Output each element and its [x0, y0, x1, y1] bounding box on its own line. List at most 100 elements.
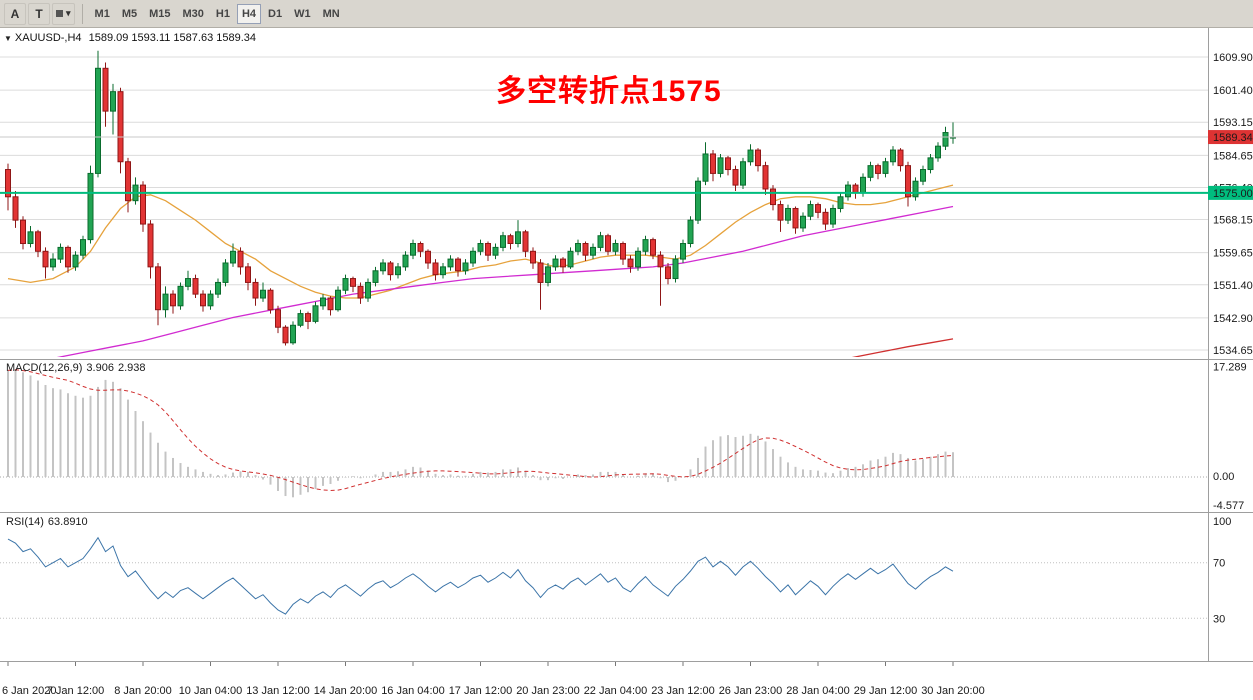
timeframe-button-mn[interactable]: MN [318, 4, 345, 24]
candle [687, 219, 694, 245]
svg-text:1542.90: 1542.90 [1213, 313, 1253, 325]
candle [927, 157, 934, 171]
candle [635, 250, 641, 268]
candle [192, 278, 199, 295]
chart-annotation-text[interactable]: 多空转折点1575 [496, 75, 722, 108]
candle [147, 223, 154, 268]
toolbar: A T ▾ M1 M5 M15 M30 H1 H4 D1 W1 MN [0, 0, 1253, 28]
candle [275, 309, 281, 328]
candle [545, 266, 551, 283]
svg-text:8 Jan 20:00: 8 Jan 20:00 [114, 685, 172, 697]
svg-text:1559.65: 1559.65 [1213, 248, 1253, 260]
svg-text:7 Jan 12:00: 7 Jan 12:00 [47, 685, 105, 697]
candle [845, 184, 851, 198]
candle [882, 161, 889, 174]
candle [627, 258, 634, 268]
candle [57, 246, 64, 260]
candle [50, 258, 56, 268]
macd-signal-value: 2.938 [117, 362, 146, 374]
candle [237, 250, 244, 268]
candle [702, 153, 709, 182]
candle [155, 266, 161, 311]
candle [777, 204, 784, 221]
candle [200, 293, 206, 307]
svg-text:23 Jan 12:00: 23 Jan 12:00 [651, 685, 715, 697]
timeframe-button-h1[interactable]: H1 [211, 4, 235, 24]
chevron-down-icon: ▾ [66, 8, 71, 18]
candle [140, 184, 146, 225]
rsi-value: 63.8910 [47, 516, 88, 528]
candle [522, 231, 529, 252]
candle [537, 262, 544, 283]
timeframe-button-m1[interactable]: M1 [90, 4, 115, 24]
candle [5, 169, 11, 198]
svg-text:20 Jan 23:00: 20 Jan 23:00 [516, 685, 580, 697]
candle [207, 293, 214, 307]
candle [110, 91, 116, 112]
drawing-tool-icon [56, 10, 63, 17]
chart-symbol-dropdown-icon[interactable]: ▼ [4, 34, 12, 43]
svg-text:1601.40: 1601.40 [1213, 85, 1253, 97]
candle [20, 219, 26, 245]
svg-text:13 Jan 12:00: 13 Jan 12:00 [246, 685, 310, 697]
candle [552, 258, 559, 268]
svg-text:1568.15: 1568.15 [1213, 215, 1253, 227]
candle [582, 243, 589, 256]
candle [162, 293, 169, 311]
timeframe-button-m5[interactable]: M5 [117, 4, 142, 24]
svg-text:0.00: 0.00 [1213, 471, 1234, 483]
candle [312, 305, 319, 322]
candle [852, 184, 859, 194]
candle [905, 165, 911, 198]
macd-name: MACD(12,26,9) [6, 362, 83, 374]
candle [387, 262, 394, 276]
timeframe-button-w1[interactable]: W1 [289, 4, 316, 24]
price-gridlines [0, 56, 1208, 351]
candle [12, 196, 19, 221]
candle [440, 266, 446, 276]
candle [695, 180, 701, 221]
candle [185, 278, 191, 287]
candle [807, 204, 814, 217]
drawing-tools-dropdown-button[interactable]: ▾ [52, 2, 75, 25]
candle [867, 165, 874, 178]
text-tool-button[interactable]: T [28, 2, 50, 25]
timeframe-button-m30[interactable]: M30 [178, 4, 209, 24]
svg-text:100: 100 [1213, 516, 1231, 528]
font-tool-button[interactable]: A [4, 2, 26, 25]
toolbar-separator [81, 3, 83, 24]
candle [462, 262, 469, 272]
candle [305, 313, 311, 322]
candle [942, 132, 949, 147]
candle [740, 161, 746, 186]
svg-text:1584.65: 1584.65 [1213, 150, 1253, 162]
candle [650, 239, 656, 256]
candle [515, 231, 521, 245]
svg-text:1589.34: 1589.34 [1213, 132, 1253, 144]
timeframe-button-m15[interactable]: M15 [144, 4, 175, 24]
timeframe-button-d1[interactable]: D1 [263, 4, 287, 24]
svg-text:10 Jan 04:00: 10 Jan 04:00 [179, 685, 243, 697]
candle [27, 231, 34, 245]
svg-text:26 Jan 23:00: 26 Jan 23:00 [719, 685, 783, 697]
svg-text:30 Jan 20:00: 30 Jan 20:00 [921, 685, 985, 697]
rsi-layer [0, 536, 1208, 619]
candle [665, 266, 671, 280]
candle [575, 243, 581, 252]
candle [395, 266, 401, 276]
candle [80, 239, 86, 256]
candle [342, 278, 349, 291]
candle [365, 281, 371, 299]
candle [485, 243, 491, 256]
candle [357, 285, 364, 299]
candle [590, 246, 596, 256]
candle [507, 235, 514, 245]
svg-text:70: 70 [1213, 558, 1225, 570]
candle [935, 145, 941, 159]
timeframe-button-h4[interactable]: H4 [236, 3, 262, 24]
candle [177, 285, 184, 307]
candle [672, 258, 679, 280]
candle [35, 231, 41, 252]
